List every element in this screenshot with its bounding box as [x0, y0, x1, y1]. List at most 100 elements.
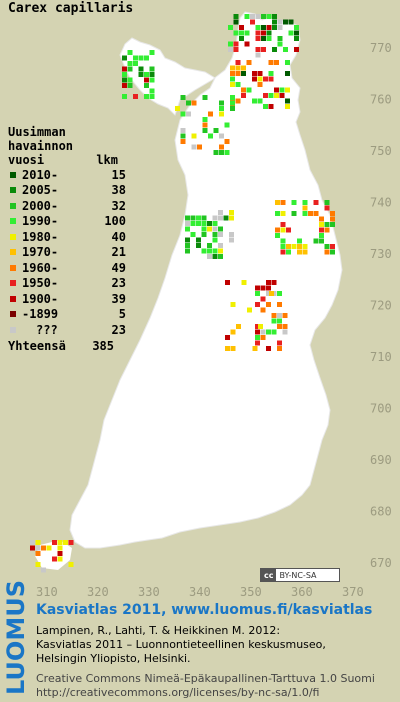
legend-year-label: 1960- [22, 260, 59, 275]
observation-square [285, 104, 290, 109]
observation-square [224, 139, 230, 144]
observation-square [228, 25, 233, 30]
legend-count: 38 [111, 183, 126, 198]
observation-square [57, 551, 63, 556]
observation-square [35, 540, 41, 545]
legend: Uusimman havainnon vuosi lkm 2010- 15 2005… [8, 125, 128, 353]
observation-square [302, 200, 308, 205]
legend-count: 21 [111, 245, 126, 260]
observation-square [252, 346, 258, 351]
legend-row: -1899 5 [8, 307, 128, 323]
observation-square [207, 221, 212, 226]
observation-square [246, 87, 252, 93]
luomus-logo: LUOMUS [2, 580, 30, 695]
observation-square [263, 104, 268, 109]
observation-square [250, 19, 255, 25]
observation-square [144, 55, 149, 61]
observation-square [230, 329, 236, 335]
legend-count: 39 [111, 291, 126, 306]
legend-row: 1980- 40 [8, 229, 128, 245]
observation-square [225, 335, 230, 340]
legend-row: 2000- 32 [8, 198, 128, 214]
cc-icon: cc [261, 569, 277, 581]
license-line-1: Creative Commons Nimeä-Epäkaupallinen-Ta… [36, 672, 375, 685]
y-tick-label: 730 [370, 247, 392, 261]
observation-square [133, 55, 138, 61]
observation-square [297, 249, 302, 255]
observation-square [241, 87, 246, 93]
observation-square [319, 227, 324, 233]
observation-square [229, 232, 234, 237]
observation-square [283, 19, 288, 25]
reference-line-2: Kasviatlas 2011 – Luonnontieteellinen ke… [36, 638, 326, 651]
legend-total-count: 385 [92, 338, 114, 353]
kasviatlas-title-link[interactable]: Kasviatlas 2011, www.luomus.fi/kasviatla… [36, 602, 373, 618]
observation-square [319, 216, 324, 222]
observation-square [212, 221, 218, 226]
observation-square [239, 25, 244, 30]
cc-license-badge[interactable]: cc BY-NC-SA [260, 568, 340, 582]
observation-square [133, 61, 138, 66]
observation-square [294, 30, 299, 36]
observation-square [285, 60, 290, 65]
observation-square [279, 87, 285, 93]
license-url-link[interactable]: http://creativecommons.org/licenses/by-n… [36, 686, 320, 699]
observation-square [35, 551, 41, 556]
observation-square [319, 222, 324, 227]
observation-square [201, 226, 207, 232]
observation-square [263, 93, 268, 98]
observation-square [41, 567, 46, 573]
observation-square [258, 324, 263, 329]
observation-square [257, 98, 263, 104]
legend-count: 5 [118, 307, 126, 322]
legend-row: ??? 23 [8, 322, 128, 338]
observation-square [260, 296, 266, 302]
observation-square [330, 249, 335, 255]
observation-square [255, 36, 261, 41]
observation-square [219, 144, 224, 150]
x-tick-label: 330 [138, 585, 160, 599]
observation-square [218, 232, 223, 237]
observation-square [219, 133, 224, 139]
observation-square [202, 128, 208, 133]
observation-square [212, 226, 218, 232]
legend-total-label: Yhteensä [8, 338, 66, 353]
observation-square [235, 71, 241, 76]
observation-square [252, 98, 257, 104]
observation-square [291, 244, 297, 249]
observation-square [68, 562, 74, 567]
y-tick-label: 770 [370, 41, 392, 55]
observation-square [313, 200, 319, 205]
observation-square [275, 211, 280, 216]
observation-square [255, 329, 260, 335]
observation-square [313, 238, 319, 244]
observation-square [230, 76, 235, 82]
observation-square [282, 329, 288, 335]
observation-square [330, 211, 335, 216]
observation-square [185, 237, 190, 243]
x-tick-label: 340 [189, 585, 211, 599]
legend-heading-year: vuosi [8, 153, 45, 167]
observation-square [219, 100, 224, 106]
observation-square [319, 238, 324, 244]
observation-square [239, 30, 244, 36]
cc-badge-text: BY-NC-SA [279, 570, 317, 580]
observation-square [255, 25, 261, 30]
observation-square [313, 211, 319, 216]
observation-square [269, 291, 274, 296]
observation-square [268, 71, 274, 76]
legend-count: 32 [111, 198, 126, 213]
observation-square [288, 19, 294, 25]
observation-square [275, 227, 280, 233]
observation-square [202, 95, 208, 100]
reference-line-3: Helsingin Yliopisto, Helsinki. [36, 652, 191, 665]
observation-square [186, 111, 191, 117]
observation-square [288, 30, 294, 36]
legend-rows: 2010- 15 2005- 38 2000- 32 1990- 100 1980- 40 1970… [8, 167, 128, 338]
observation-square [241, 280, 247, 285]
finland-outline-map: 770 760 750 740 730 720 710 700 690 680 670 310 320… [30, 11, 392, 599]
y-tick-label: 750 [370, 144, 392, 158]
observation-square [282, 313, 288, 318]
observation-square [122, 77, 127, 83]
observation-square [52, 540, 57, 545]
